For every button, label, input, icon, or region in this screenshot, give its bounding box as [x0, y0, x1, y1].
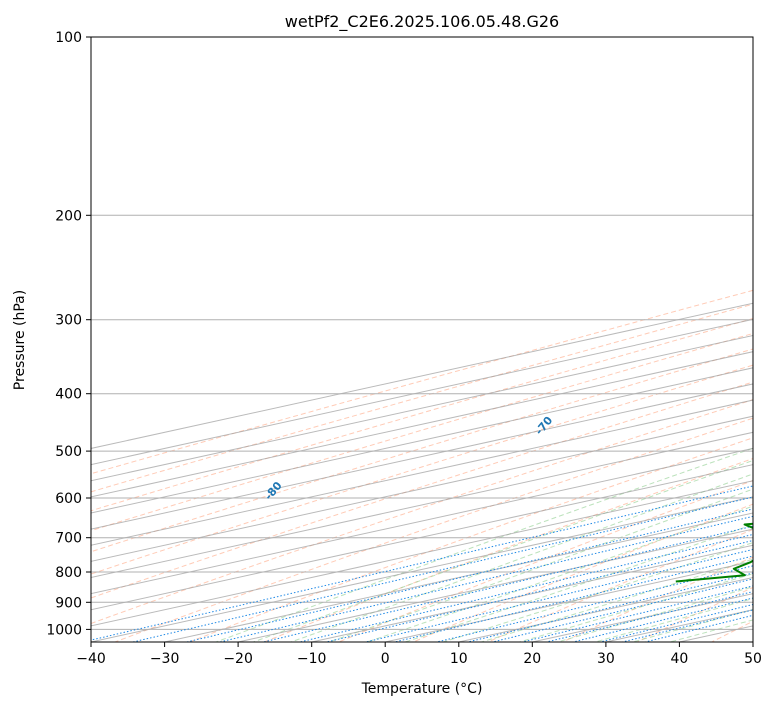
moist-adiabat-line: [403, 523, 753, 642]
mixing-ratio-line: [363, 548, 753, 642]
isotherm-line: [91, 496, 753, 642]
y-tick-label: 400: [55, 387, 82, 403]
moist-adiabat-line: [479, 558, 753, 642]
plot-area: [91, 37, 753, 642]
mixing-ratio-line: [597, 603, 753, 642]
chart-title: wetPf2_C2E6.2025.106.05.48.G26: [285, 12, 559, 32]
dry-adiabat-line: [91, 381, 753, 599]
mixing-ratio-line: [643, 614, 753, 642]
isotherm-line: [164, 512, 753, 642]
mixing-ratio-line: [184, 508, 753, 642]
x-tick-label: 50: [744, 651, 762, 667]
mixing-ratio-line: [620, 609, 753, 642]
x-tick-label: −30: [150, 651, 180, 667]
y-tick-label: 300: [55, 313, 82, 329]
dry-adiabat-line: [486, 528, 753, 642]
mixing-ratio-line: [392, 555, 753, 642]
x-tick-label: 30: [597, 651, 615, 667]
isotherm-line: [91, 335, 753, 482]
isotherm-line: [91, 318, 753, 466]
x-axis-label: Temperature (°C): [361, 681, 483, 697]
dry-adiabat-line: [91, 364, 753, 575]
dry-adiabat-line: [91, 332, 753, 532]
mixing-ratio-line: [91, 485, 753, 641]
mixing-ratio-line: [217, 515, 753, 642]
dry-adiabat-line: [412, 503, 753, 642]
mixing-ratio-line: [297, 533, 753, 642]
y-tick-label: 100: [55, 30, 82, 46]
x-tick-label: −20: [223, 651, 253, 667]
dry-adiabat-line: [262, 457, 753, 642]
y-tick-label: 900: [55, 595, 82, 611]
dry-adiabat-line: [113, 417, 753, 642]
y-tick-label: 800: [55, 565, 82, 581]
x-tick-label: 10: [450, 651, 468, 667]
x-tick-label: −40: [76, 651, 106, 667]
x-tick-label: 40: [670, 651, 688, 667]
dry-adiabat-line: [91, 399, 753, 625]
isotherm-line: [91, 399, 753, 546]
moist-adiabat-line: [214, 447, 753, 642]
moist-adiabat-line: [517, 573, 753, 642]
y-tick-label: 500: [55, 444, 82, 460]
isotherm-line: [91, 431, 753, 578]
isotherm-line: [91, 447, 753, 595]
mixing-ratio-line: [324, 539, 753, 642]
x-tick-label: 0: [381, 651, 390, 667]
moist-adiabat-line: [251, 459, 753, 642]
moist-adiabat-line: [555, 586, 753, 642]
isotherm-line: [91, 415, 753, 562]
y-tick-label: 600: [55, 491, 82, 507]
background-lines: [91, 37, 753, 642]
isotherm-line: [237, 528, 753, 642]
y-axis-label: Pressure (hPa): [12, 290, 28, 390]
x-tick-label: 20: [523, 651, 541, 667]
y-tick-label: 1000: [46, 622, 82, 638]
isotherm-line: [91, 464, 753, 611]
isotherm-line: [91, 302, 753, 449]
dry-adiabat-line: [636, 586, 753, 642]
y-tick-label: 200: [55, 208, 82, 224]
axes: −40 −30 −20 −10 0 10 20 30 40 50 1000 900 800 700 600 5…: [46, 30, 762, 667]
x-tick-label: −10: [297, 651, 327, 667]
moist-adiabat-line: [327, 488, 753, 642]
plot-frame: [90, 36, 754, 643]
isotherm-line: [91, 480, 753, 627]
y-tick-label: 700: [55, 531, 82, 547]
